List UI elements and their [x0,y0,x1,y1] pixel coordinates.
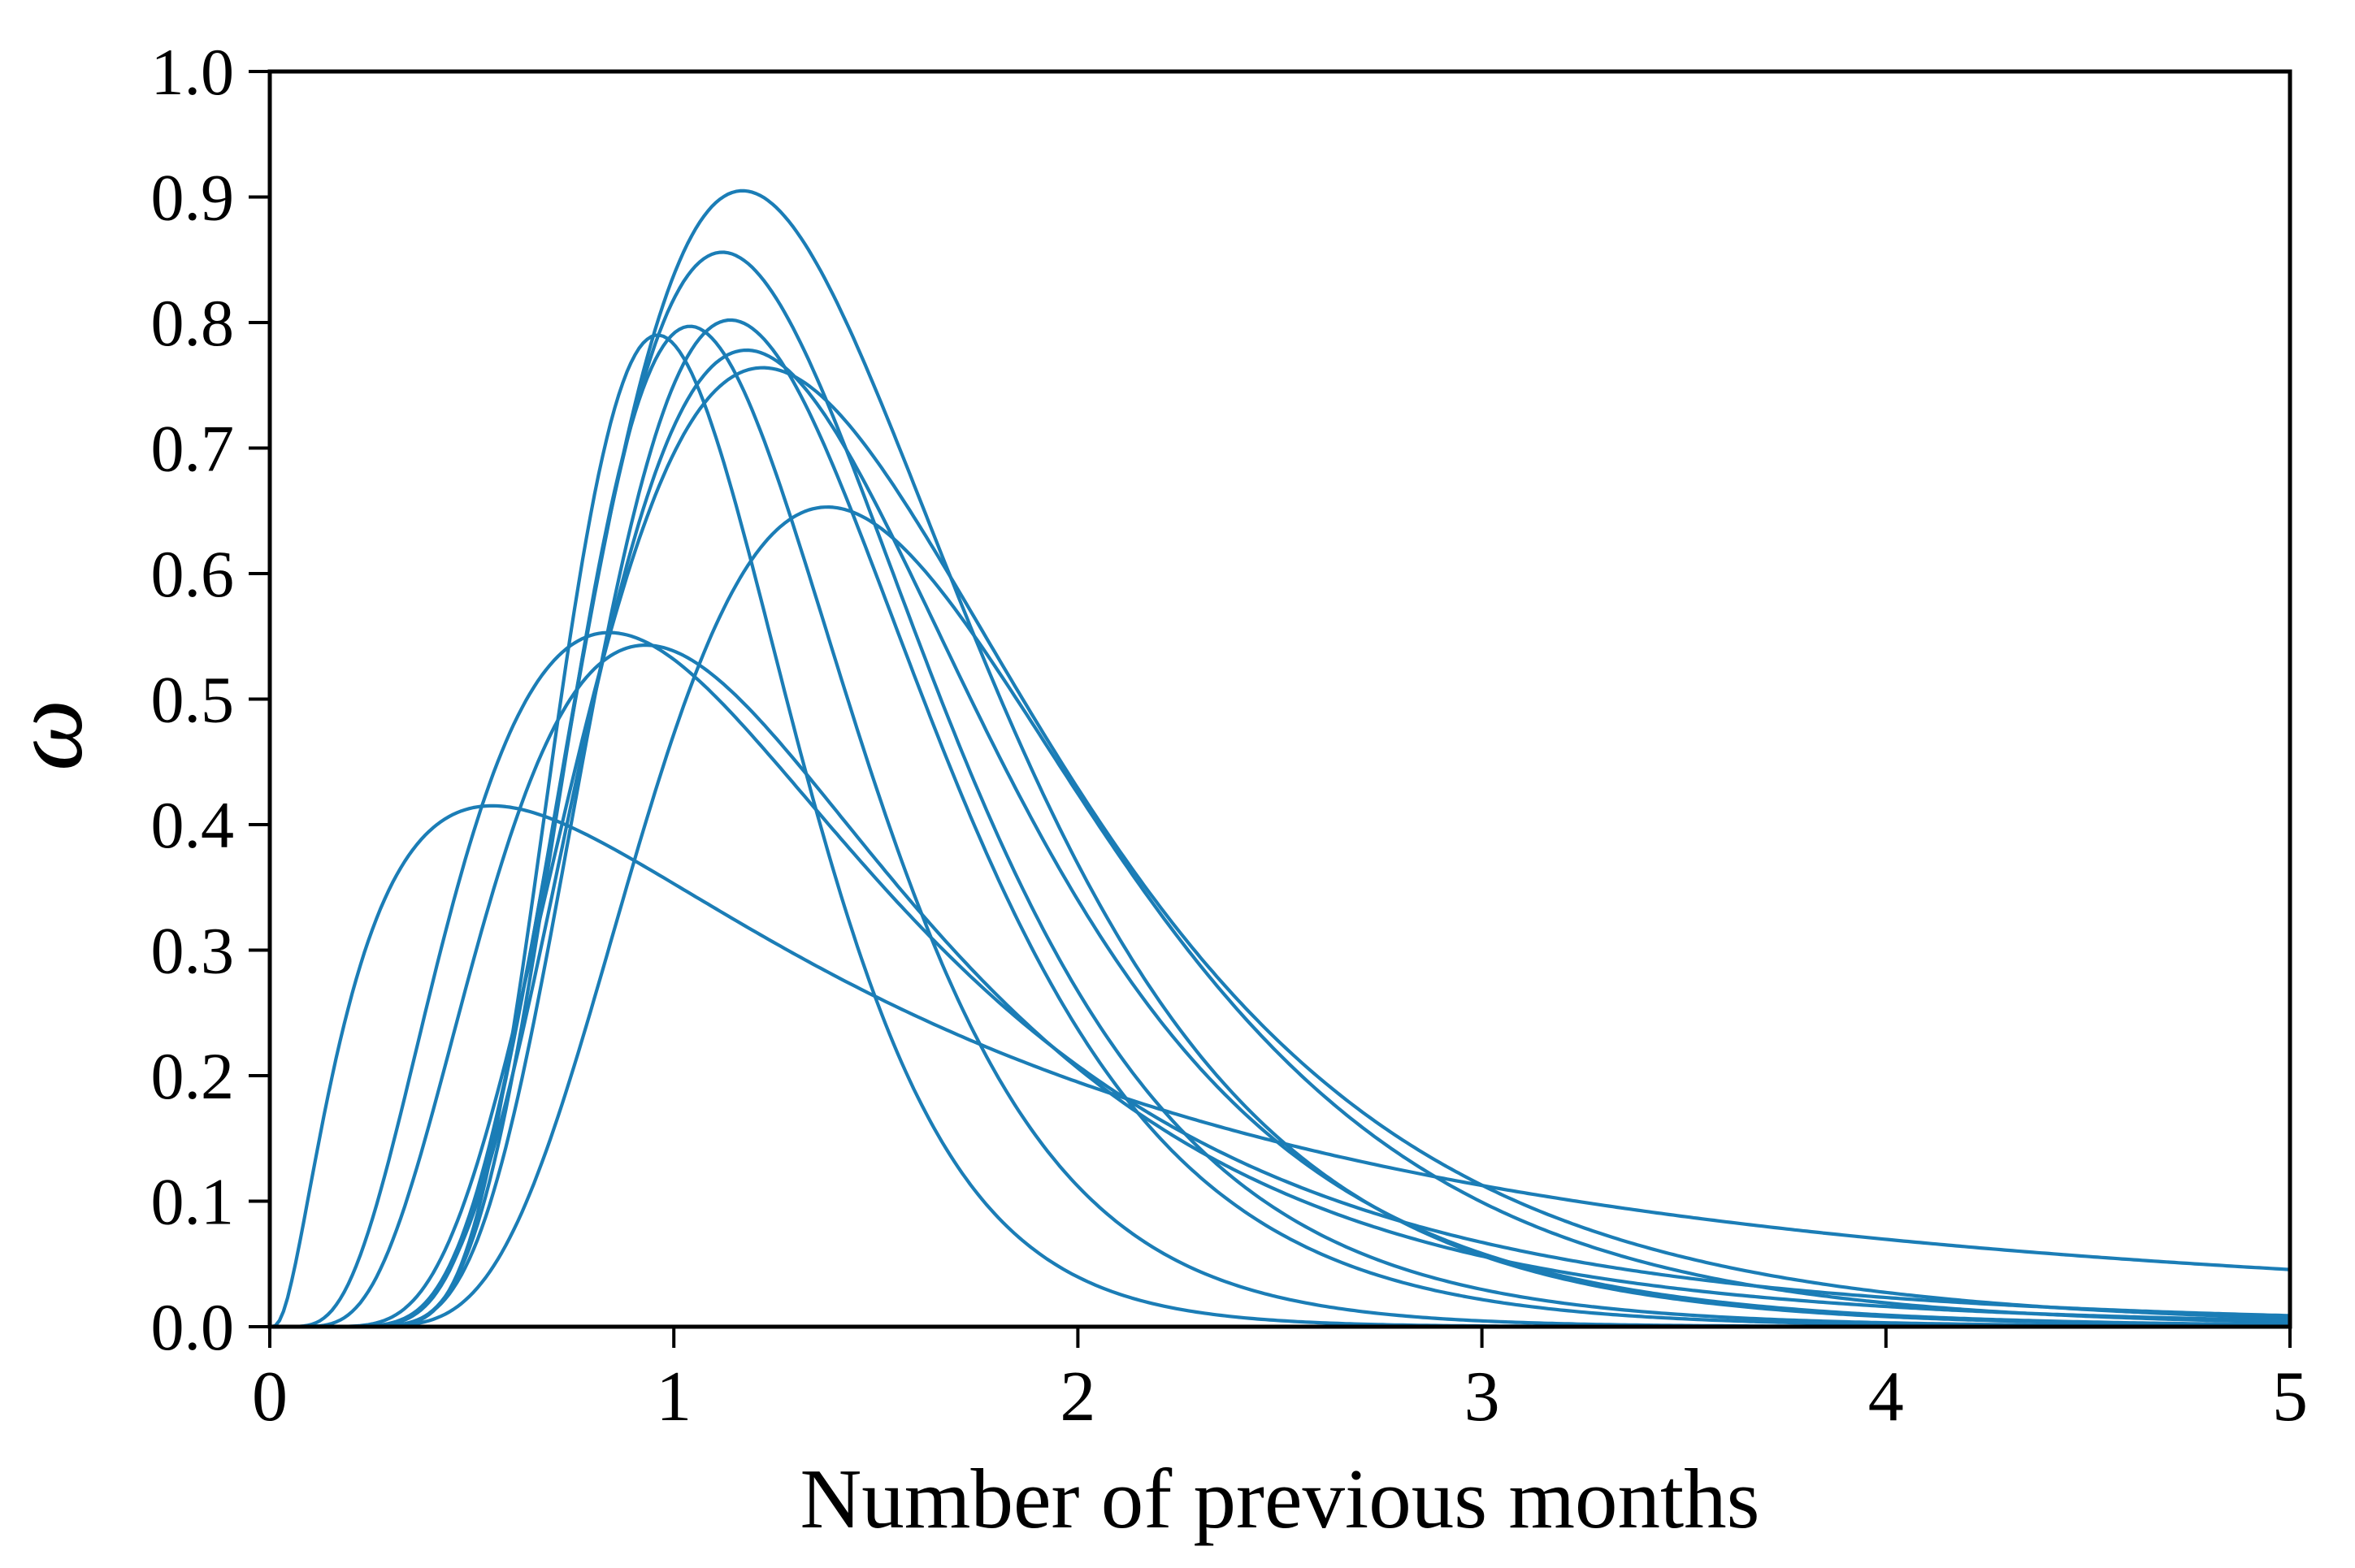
curve-line-curve-04 [270,324,2290,1327]
y-tick-label: 0.1 [151,1165,235,1239]
y-tick-label: 1.0 [151,35,235,109]
curve-line-curve-05 [270,333,2290,1327]
curve-line-curve-07 [270,366,2290,1327]
curve-line-curve-11 [270,803,2290,1327]
y-tick-label: 0.4 [151,788,235,862]
x-tick-label: 2 [1060,1358,1095,1436]
curve-line-curve-08 [270,505,2290,1327]
y-tick-label: 0.7 [151,412,235,486]
y-axis-label: ω [0,700,104,771]
y-axis: 0.0 0.1 0.2 0.3 0.4 0.5 0.6 0.7 0.8 0.9 1.0 [151,35,270,1364]
y-tick-label: 0.0 [151,1290,235,1364]
y-tick-label: 0.9 [151,161,235,235]
x-tick-label: 5 [2272,1358,2308,1436]
curve-line-curve-03 [270,318,2290,1327]
x-tick-label: 4 [1868,1358,1904,1436]
y-tick-label: 0.5 [151,663,235,737]
y-tick-label: 0.6 [151,537,235,611]
x-tick-label: 0 [252,1358,288,1436]
y-tick-label: 0.8 [151,286,235,360]
curve-line-curve-09 [270,630,2290,1327]
y-tick-label: 0.3 [151,914,235,988]
x-tick-label: 1 [656,1358,692,1436]
x-axis: 0 1 2 3 4 5 [252,1327,2308,1436]
x-tick-label: 3 [1464,1358,1500,1436]
curve-group [270,188,2290,1327]
curve-line-curve-01 [270,188,2290,1327]
curve-line-curve-10 [270,643,2290,1327]
x-axis-label: Number of previous months [800,1451,1759,1546]
y-tick-label: 0.2 [151,1039,235,1113]
